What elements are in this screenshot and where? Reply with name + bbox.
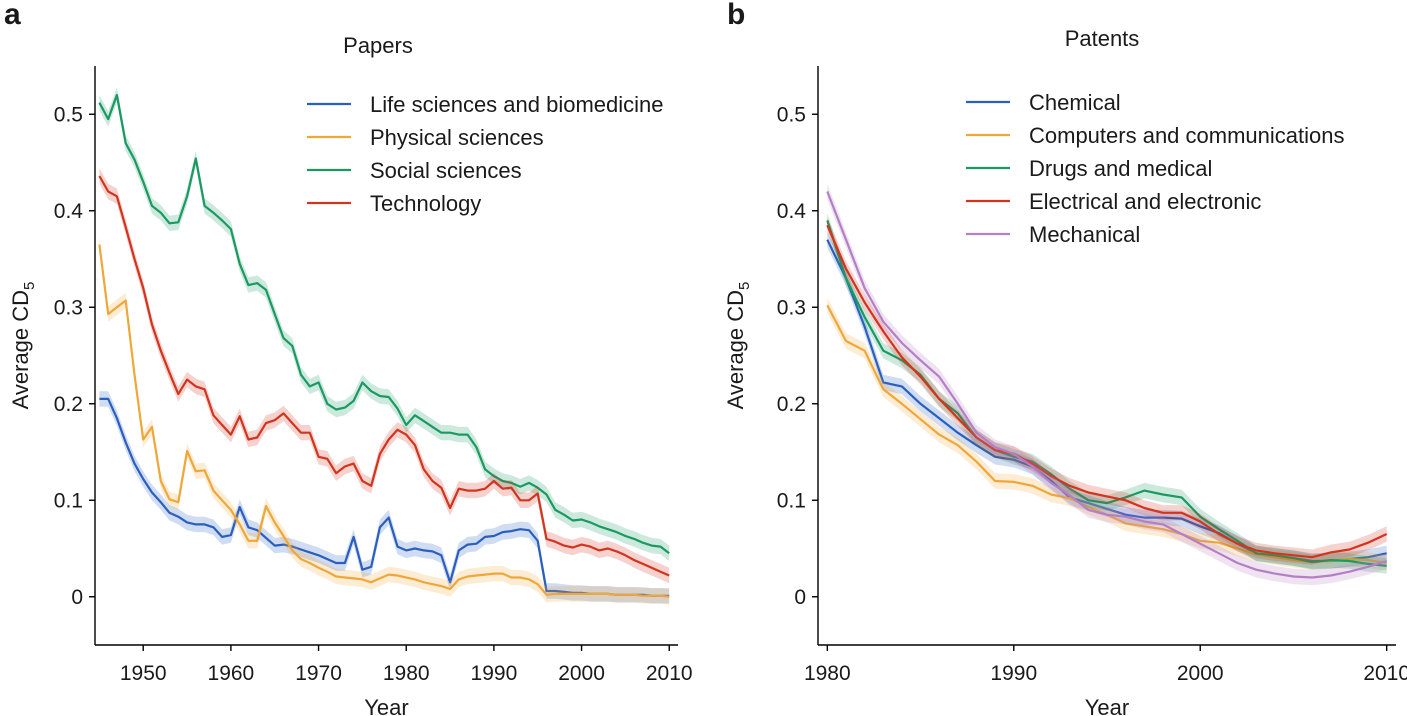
panel-letter: a <box>4 0 21 31</box>
y-tick-label: 0.1 <box>777 489 806 512</box>
x-tick-label: 2010 <box>1363 662 1407 685</box>
x-tick-label: 1990 <box>990 662 1037 685</box>
x-tick-label: 1970 <box>295 662 342 685</box>
series-drugs-and-medical <box>826 212 1387 574</box>
y-tick-label: 0.4 <box>777 200 807 223</box>
series-social-sciences <box>98 87 670 561</box>
y-tick-label: 0.4 <box>54 200 84 223</box>
panel-b: b Patents 0 0.1 0.2 0.3 0.4 0.5 1980 1990 2000 2010… <box>723 0 1407 716</box>
series-line <box>98 93 670 555</box>
y-tick-label: 0.1 <box>54 489 83 512</box>
y-tick-label: 0.5 <box>777 103 806 126</box>
series-line <box>826 220 1387 567</box>
series-mechanical <box>826 183 1388 586</box>
legend-label: Social sciences <box>370 158 522 183</box>
x-tick-label: 2000 <box>1177 662 1224 685</box>
confidence-band <box>827 297 1387 571</box>
confidence-band <box>827 212 1387 574</box>
panel-a: a Papers 0 0.1 0.2 0.3 0.4 0.5 1950 1960 1970 1980 1… <box>4 0 693 716</box>
x-axis-label: Year <box>364 695 408 716</box>
legend-label: Electrical and electronic <box>1029 189 1261 214</box>
legend-label: Mechanical <box>1029 222 1140 247</box>
x-tick-label: 1980 <box>383 662 430 685</box>
y-tick-label: 0 <box>71 586 83 609</box>
y-tick-label: 0.5 <box>54 103 83 126</box>
x-axis-label: Year <box>1085 695 1129 716</box>
legend-label: Chemical <box>1029 90 1121 115</box>
y-axis-label: Average CD5 <box>723 282 753 410</box>
y-axis-label-main: Average CD <box>723 290 748 409</box>
y-tick-label: 0.3 <box>54 296 83 319</box>
series-line <box>99 397 670 597</box>
y-axis-label: Average CD5 <box>8 282 38 410</box>
y-tick-label: 0 <box>794 586 806 609</box>
x-tick-label: 1980 <box>804 662 851 685</box>
legend-label: Drugs and medical <box>1029 156 1212 181</box>
series-computers-and-communications <box>826 297 1387 571</box>
legend-label: Computers and communications <box>1029 123 1344 148</box>
x-tick-label: 1990 <box>471 662 518 685</box>
x-tick-label: 1950 <box>120 662 167 685</box>
y-axis-label-main: Average CD <box>8 290 33 409</box>
legend-label: Physical sciences <box>370 125 544 150</box>
confidence-band <box>827 232 1387 569</box>
series-technology <box>98 168 670 584</box>
legend-label: Life sciences and biomedicine <box>370 92 664 117</box>
series-line <box>826 191 1388 579</box>
y-tick-label: 0.2 <box>54 393 83 416</box>
legend: Chemical Computers and communications Drug… <box>966 90 1344 247</box>
series-line <box>98 244 670 598</box>
y-tick-label: 0.2 <box>777 393 806 416</box>
series-electrical-and-electronic <box>826 217 1388 565</box>
series-line <box>826 224 1388 559</box>
legend-label: Technology <box>370 191 481 216</box>
x-tick-label: 1960 <box>208 662 255 685</box>
panel-letter: b <box>727 0 745 31</box>
y-axis-label-subscript: 5 <box>736 282 753 290</box>
series-line <box>98 175 670 577</box>
series-physical-sciences <box>98 236 670 605</box>
x-tick-label: 2010 <box>646 662 693 685</box>
legend: Life sciences and biomedicine Physical sc… <box>307 92 664 216</box>
y-tick-label: 0.3 <box>777 296 806 319</box>
chart-title: Papers <box>343 33 413 58</box>
y-axis-label-subscript: 5 <box>21 282 38 290</box>
x-tick-label: 2000 <box>558 662 605 685</box>
chart-title: Patents <box>1065 26 1140 51</box>
confidence-band <box>827 183 1387 586</box>
